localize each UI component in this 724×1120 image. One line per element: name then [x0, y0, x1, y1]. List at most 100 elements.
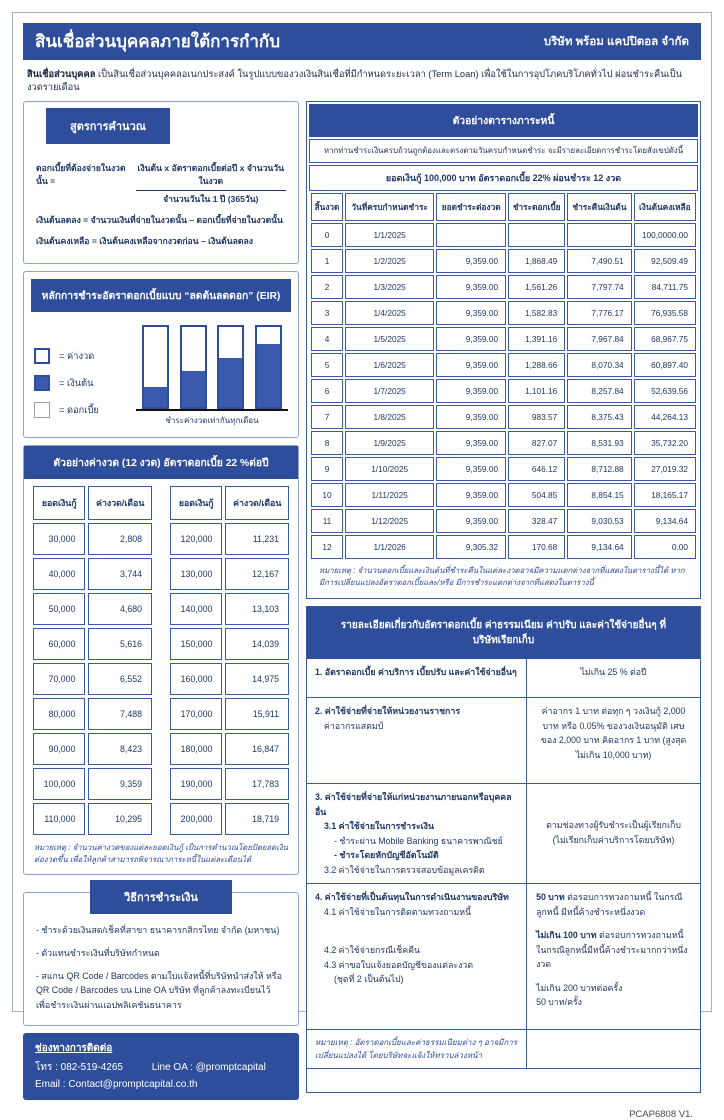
installment-section-title: ตัวอย่างค่างวด (12 งวด) อัตราดอกเบี้ย 22…: [24, 446, 298, 480]
debt-cell: 504.85: [508, 482, 566, 507]
phone-label: โทร :: [35, 1061, 58, 1073]
eir-section: หลักการชำระอัตราดอกเบี้ยแบบ “ลดต้นลดดอก”…: [23, 271, 299, 439]
debt-schedule-title: ตัวอย่างตารางภาระหนี้: [309, 103, 698, 137]
debt-cell: 7,490.51: [567, 248, 632, 273]
debt-cell: 44,264.13: [633, 404, 696, 429]
fees-rows: 1. อัตราดอกเบี้ย ค่าบริการ เบี้ยปรับ และ…: [307, 659, 700, 1069]
inst-row: 60,000 5,616: [33, 628, 152, 661]
fee-label-line: 1. อัตราดอกเบี้ย ค่าบริการ เบี้ยปรับ และ…: [315, 667, 517, 678]
debt-cell: [436, 222, 507, 247]
inst-cell: 40,000: [33, 558, 86, 591]
eir-x-axis-label: ชำระค่างวดเท่ากันทุกเดือน: [165, 416, 259, 426]
fees-empty-row: [307, 1068, 700, 1092]
debt-cell: 7,797.74: [567, 274, 632, 299]
inst-cell: 80,000: [33, 698, 86, 731]
debt-cell: 1,868.49: [508, 248, 566, 273]
inst-cell: 120,000: [170, 523, 223, 556]
debt-cell: 92,509.49: [633, 248, 696, 273]
debt-row: 11 1/12/2025 9,359.00 328.47 9,030.53 9,134.6…: [311, 508, 696, 533]
inst-cell: 70,000: [33, 663, 86, 696]
fee-label-line: 4.2 ค่าใช้จ่ายกรณีเช็คคืน: [324, 945, 420, 956]
fee-value-line: ไม่เกิน 200 บาทต่อครั้ง: [536, 982, 623, 993]
debt-cell: 8,070.34: [567, 352, 632, 377]
formula-section-title: สูตรการคำนวณ: [46, 107, 170, 144]
debt-cell: 52,639.56: [633, 378, 696, 403]
debt-cell: 8,712.88: [567, 456, 632, 481]
debt-cell: 9,359.00: [436, 456, 507, 481]
fee-label-line: - ชำระผ่าน Mobile Banking ธนาคารพาณิชย์: [334, 835, 503, 846]
debt-cell: 1/9/2025: [345, 430, 435, 455]
debt-cell: 9,359.00: [436, 352, 507, 377]
inst-row: 160,000 14,975: [170, 663, 289, 696]
inst-col-header: ยอดเงินกู้: [170, 486, 223, 521]
debt-cell: 1/1/2025: [345, 222, 435, 247]
debt-cell: 8,854.15: [567, 482, 632, 507]
inst-row: 30,000 2,808: [33, 523, 152, 556]
inst-cell: 150,000: [170, 628, 223, 661]
inst-cell: 16,847: [225, 733, 289, 766]
eir-legend: = ค่างวด = เงินต้น = ดอกเบี้ย: [34, 321, 136, 429]
debt-schedule-note: หมายเหตุ : จำนวนดอกเบี้ยและเงินต้นที่ชำร…: [319, 565, 685, 588]
inst-cell: 190,000: [170, 768, 223, 801]
inst-cell: 18,719: [225, 803, 289, 836]
inst-cell: 110,000: [33, 803, 86, 836]
inst-row: 70,000 6,552: [33, 663, 152, 696]
debt-cell: 9,030.53: [567, 508, 632, 533]
inst-row: 110,000 10,295: [33, 803, 152, 836]
debt-row: 12 1/1/2026 9,305.32 170.68 9,134.64 0.00: [311, 534, 696, 559]
inst-cell: 10,295: [88, 803, 152, 836]
document-code: PCAP6808 V1.: [629, 1108, 693, 1120]
fee-item-label: 1. อัตราดอกเบี้ย ค่าบริการ เบี้ยปรับ และ…: [307, 659, 528, 698]
outline-gray-swatch: [34, 402, 50, 419]
debt-cell: 1/7/2025: [345, 378, 435, 403]
debt-cell: 84,711.75: [633, 274, 696, 299]
inst-row: 200,000 18,719: [170, 803, 289, 836]
debt-cell: 7,967.84: [567, 326, 632, 351]
debt-schedule-section: ตัวอย่างตารางภาระหนี้ หากท่านชำระเงินครบ…: [306, 100, 701, 600]
debt-cell: 646.12: [508, 456, 566, 481]
fee-label-line: 4.3 ค่าขอใบแจ้งยอดบัญชีของแต่ละงวด: [324, 959, 474, 970]
fee-label-line: 4.1 ค่าใช้จ่ายในการติดตามทวงถามหนี้: [324, 906, 472, 917]
inst-cell: 12,167: [225, 558, 289, 591]
formula-interest-line: ดอกเบี้ยที่ต้องจ่ายในงวดนั้น = เงินต้น x…: [36, 162, 286, 206]
formula-numerator: เงินต้น x อัตราดอกเบี้ยต่อปี x จำนวนวันใ…: [135, 162, 286, 191]
debt-cell: 60,897.40: [633, 352, 696, 377]
debt-row: 6 1/7/2025 9,359.00 1,101.16 8,257.84 52,639.…: [311, 378, 696, 403]
debt-cell: 10: [311, 482, 343, 507]
page-title: สินเชื่อส่วนบุคคลภายใต้การกำกับ: [35, 32, 280, 51]
inst-row: 50,000 4,680: [33, 593, 152, 626]
inst-header-row: ยอดเงินกู้ ค่างวด/เดือน: [170, 486, 289, 521]
debt-cell: 1,391.16: [508, 326, 566, 351]
fee-item-value: ค่าอากร 1 บาท ต่อทุก ๆ วงเงินกู้ 2,000 บ…: [527, 698, 700, 783]
debt-cell: 6: [311, 378, 343, 403]
outline-blue-swatch: [34, 348, 50, 365]
payment-method-item: - ตัวแทนชำระเงินที่บริษัทกำหนด: [36, 947, 160, 958]
debt-cell: 1/11/2025: [345, 482, 435, 507]
debt-header-row: สิ้นงวด วันที่ครบกำหนดชำระ ยอดชำระต่องวด ชำ…: [311, 192, 696, 221]
debt-row: 9 1/10/2025 9,359.00 646.12 8,712.88 27,019.3…: [311, 456, 696, 481]
debt-cell: 12: [311, 534, 343, 559]
contact-email-row: Email : Contact@promptcapital.co.th: [35, 1079, 287, 1090]
debt-col-header: ชำระคืนเงินต้น: [567, 192, 632, 221]
payment-method-list: - ชำระด้วยเงินสด/เช็คที่สาขา ธนาคารกสิกร…: [24, 923, 298, 1012]
fee-value-line: ไม่เกิน 100 บาท ต่อรอบการทวงถามหนี้ ในกร…: [536, 930, 688, 970]
inst-cell: 9,359: [88, 768, 152, 801]
debt-loan-summary: ยอดเงินกู้ 100,000 บาท อัตราดอกเบี้ย 22%…: [309, 164, 698, 191]
debt-row: 2 1/3/2025 9,359.00 1,561.26 7,797.74 84,711.…: [311, 274, 696, 299]
debt-schedule-subtitle: หากท่านชำระเงินครบถ้วนถูกต้องและตรงตามวั…: [309, 138, 698, 163]
inst-row: 180,000 16,847: [170, 733, 289, 766]
fee-label-line: ค่าอากรแสตมป์: [324, 720, 384, 731]
legend-label: = ค่างวด: [59, 350, 95, 361]
payment-method-item: - ชำระด้วยเงินสด/เช็คที่สาขา ธนาคารกสิกร…: [36, 924, 280, 935]
debt-cell: 4: [311, 326, 343, 351]
header-bar: สินเชื่อส่วนบุคคลภายใต้การกำกับ บริษัท พ…: [23, 23, 701, 60]
debt-row: 0 1/1/2025 100,0000.00: [311, 222, 696, 247]
email-label: Email :: [35, 1078, 66, 1090]
debt-cell: 1/3/2025: [345, 274, 435, 299]
debt-schedule-table: สิ้นงวด วันที่ครบกำหนดชำระ ยอดชำระต่องวด ชำ…: [309, 191, 698, 561]
inst-cell: 200,000: [170, 803, 223, 836]
fee-value-line: 50 บาท ต่อรอบการทวงถามหนี้ ในกรณีลูกหนี้…: [536, 892, 683, 917]
debt-cell: 1/4/2025: [345, 300, 435, 325]
debt-cell: 18,165.17: [633, 482, 696, 507]
fill-blue-swatch: [34, 375, 50, 392]
